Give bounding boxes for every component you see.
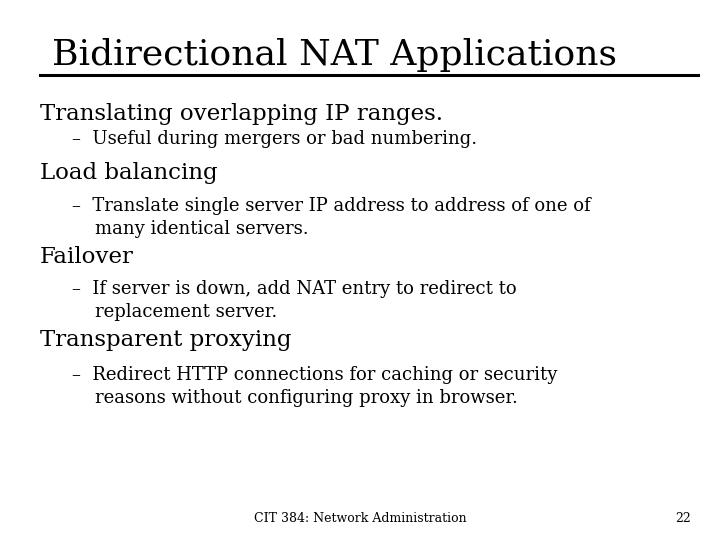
Text: 22: 22 <box>675 512 691 525</box>
Text: –  Translate single server IP address to address of one of
    many identical se: – Translate single server IP address to … <box>72 197 590 238</box>
Text: Load balancing: Load balancing <box>40 162 217 184</box>
Text: Failover: Failover <box>40 246 133 268</box>
Text: Translating overlapping IP ranges.: Translating overlapping IP ranges. <box>40 103 443 125</box>
Text: Transparent proxying: Transparent proxying <box>40 329 291 352</box>
Text: CIT 384: Network Administration: CIT 384: Network Administration <box>253 512 467 525</box>
Text: –  Redirect HTTP connections for caching or security
    reasons without configu: – Redirect HTTP connections for caching … <box>72 366 557 407</box>
Text: –  If server is down, add NAT entry to redirect to
    replacement server.: – If server is down, add NAT entry to re… <box>72 280 517 321</box>
Text: –  Useful during mergers or bad numbering.: – Useful during mergers or bad numbering… <box>72 130 477 147</box>
Text: Bidirectional NAT Applications: Bidirectional NAT Applications <box>52 38 617 72</box>
